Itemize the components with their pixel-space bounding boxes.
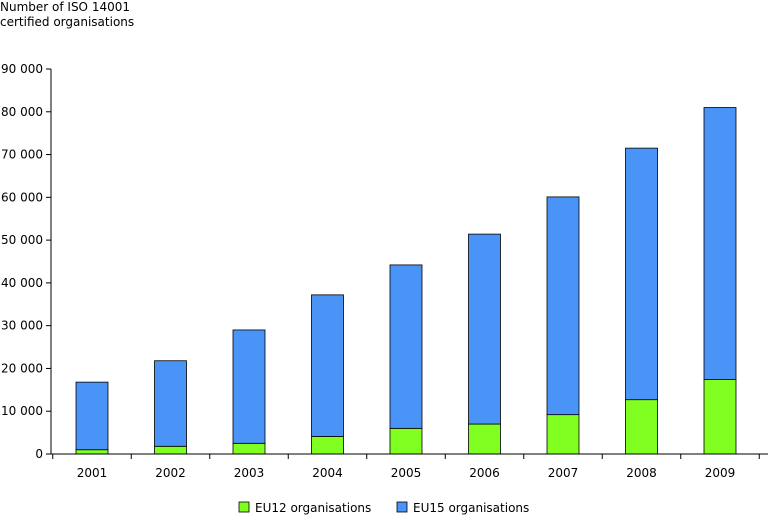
bar-eu15-2008 bbox=[625, 147, 658, 401]
bar-eu12-2003 bbox=[232, 442, 266, 455]
bar-eu12-2002 bbox=[154, 445, 187, 455]
legend: EU12 organisations EU15 organisations bbox=[238, 501, 529, 515]
y-axis-title: Number of ISO 14001 certified organisati… bbox=[0, 0, 135, 29]
bar-eu12-2008 bbox=[625, 399, 658, 455]
x-tick-label: 2002 bbox=[155, 466, 186, 480]
x-tick-label: 2001 bbox=[77, 466, 108, 480]
bar-eu12-2004 bbox=[311, 436, 344, 455]
x-tick-label: 2007 bbox=[548, 466, 579, 480]
bar-eu12-2006 bbox=[468, 423, 501, 455]
bar-eu12-2001 bbox=[75, 449, 109, 455]
y-tick-label: 20 000 bbox=[1, 361, 43, 375]
legend-swatch-eu12 bbox=[238, 501, 250, 513]
y-tick-label: 70 000 bbox=[1, 148, 43, 162]
x-tick-label: 2004 bbox=[312, 466, 343, 480]
legend-label-eu15: EU15 organisations bbox=[413, 501, 529, 515]
y-tick-label: 80 000 bbox=[1, 105, 43, 119]
bar-eu15-2009 bbox=[703, 107, 737, 380]
x-tick-label: 2003 bbox=[234, 466, 265, 480]
x-tick-label: 2006 bbox=[469, 466, 500, 480]
x-tick-label: 2008 bbox=[626, 466, 657, 480]
bar-eu15-2003 bbox=[232, 329, 266, 444]
x-tick-label: 2009 bbox=[705, 466, 736, 480]
bar-eu15-2007 bbox=[546, 196, 580, 416]
bar-eu12-2009 bbox=[703, 379, 737, 455]
bar-eu12-2005 bbox=[389, 427, 423, 455]
y-tick-label: 30 000 bbox=[1, 319, 43, 333]
y-tick-label: 90 000 bbox=[1, 62, 43, 76]
y-tick-label: 60 000 bbox=[1, 190, 43, 204]
y-tick-label: 40 000 bbox=[1, 276, 43, 290]
x-tick-label: 2005 bbox=[391, 466, 422, 480]
y-tick-label: 50 000 bbox=[1, 233, 43, 247]
bars-group bbox=[75, 107, 737, 455]
bar-eu15-2001 bbox=[75, 381, 109, 451]
legend-label-eu12: EU12 organisations bbox=[255, 501, 371, 515]
bar-eu15-2005 bbox=[389, 264, 423, 429]
axes-group: 2001 2002 2003 2004 2005 2006 2007 2008 2009 0 10 … bbox=[1, 62, 768, 480]
bar-eu12-2007 bbox=[546, 414, 580, 455]
y-tick-label: 0 bbox=[35, 447, 43, 461]
bar-eu15-2006 bbox=[468, 233, 501, 425]
legend-swatch-eu15 bbox=[396, 501, 408, 513]
y-tick-label: 10 000 bbox=[1, 404, 43, 418]
bar-eu15-2004 bbox=[311, 294, 344, 437]
bar-eu15-2002 bbox=[154, 360, 187, 447]
